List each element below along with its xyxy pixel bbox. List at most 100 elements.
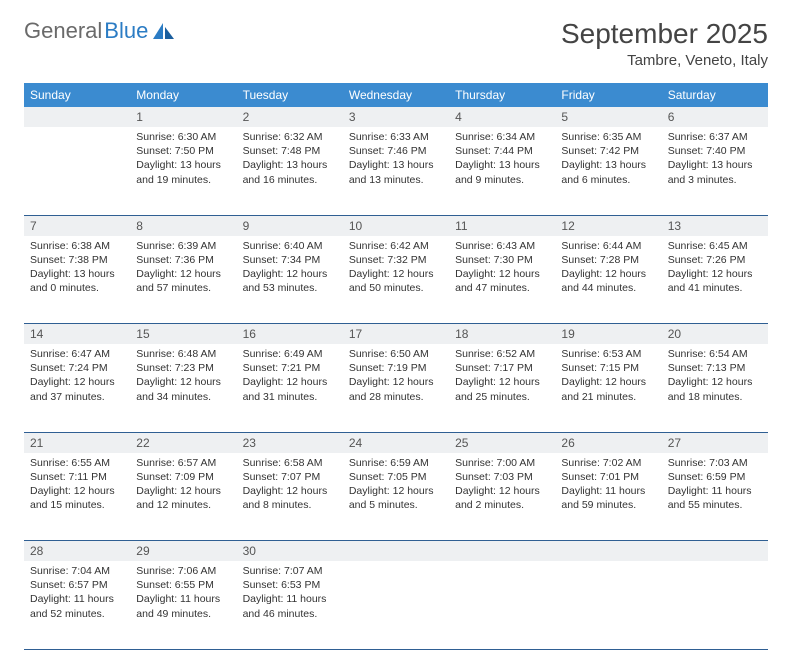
sunset-line: Sunset: 7:17 PM [455,361,549,375]
daylight-line: Daylight: 12 hours and 5 minutes. [349,484,443,512]
day-cell: Sunrise: 6:34 AMSunset: 7:44 PMDaylight:… [449,127,555,215]
day-content-row: Sunrise: 6:38 AMSunset: 7:38 PMDaylight:… [24,236,768,324]
sunset-line: Sunset: 6:59 PM [668,470,762,484]
day-number-cell: 20 [662,324,768,345]
day-number-cell: 28 [24,541,130,562]
day-cell: Sunrise: 6:49 AMSunset: 7:21 PMDaylight:… [237,344,343,432]
daylight-line: Daylight: 13 hours and 3 minutes. [668,158,762,186]
weekday-header: Tuesday [237,83,343,107]
logo-text-blue: Blue [104,18,148,44]
day-cell: Sunrise: 6:39 AMSunset: 7:36 PMDaylight:… [130,236,236,324]
daylight-line: Daylight: 12 hours and 50 minutes. [349,267,443,295]
sunrise-line: Sunrise: 6:30 AM [136,130,230,144]
day-number-cell: 4 [449,107,555,127]
day-cell: Sunrise: 6:43 AMSunset: 7:30 PMDaylight:… [449,236,555,324]
weekday-header-row: SundayMondayTuesdayWednesdayThursdayFrid… [24,83,768,107]
day-number-cell: 19 [555,324,661,345]
day-number-cell: 26 [555,432,661,453]
day-cell: Sunrise: 6:59 AMSunset: 7:05 PMDaylight:… [343,453,449,541]
day-number-cell [662,541,768,562]
day-number-cell: 8 [130,215,236,236]
day-cell: Sunrise: 7:02 AMSunset: 7:01 PMDaylight:… [555,453,661,541]
weekday-header: Thursday [449,83,555,107]
day-number-cell: 18 [449,324,555,345]
day-cell-body: Sunrise: 6:34 AMSunset: 7:44 PMDaylight:… [449,127,555,193]
sunrise-line: Sunrise: 6:37 AM [668,130,762,144]
day-cell-body: Sunrise: 6:47 AMSunset: 7:24 PMDaylight:… [24,344,130,410]
sunset-line: Sunset: 7:42 PM [561,144,655,158]
sunset-line: Sunset: 7:23 PM [136,361,230,375]
day-cell: Sunrise: 6:58 AMSunset: 7:07 PMDaylight:… [237,453,343,541]
calendar-body: 123456Sunrise: 6:30 AMSunset: 7:50 PMDay… [24,107,768,649]
sunrise-line: Sunrise: 7:02 AM [561,456,655,470]
day-cell-body: Sunrise: 6:53 AMSunset: 7:15 PMDaylight:… [555,344,661,410]
daynum-row: 123456 [24,107,768,127]
day-number-cell [449,541,555,562]
day-cell: Sunrise: 6:44 AMSunset: 7:28 PMDaylight:… [555,236,661,324]
day-cell: Sunrise: 6:54 AMSunset: 7:13 PMDaylight:… [662,344,768,432]
sunset-line: Sunset: 7:24 PM [30,361,124,375]
sunrise-line: Sunrise: 7:06 AM [136,564,230,578]
day-cell: Sunrise: 6:35 AMSunset: 7:42 PMDaylight:… [555,127,661,215]
sunrise-line: Sunrise: 6:57 AM [136,456,230,470]
day-cell: Sunrise: 6:38 AMSunset: 7:38 PMDaylight:… [24,236,130,324]
sunset-line: Sunset: 7:36 PM [136,253,230,267]
sunrise-line: Sunrise: 7:04 AM [30,564,124,578]
day-number-cell: 25 [449,432,555,453]
day-cell [662,561,768,649]
daylight-line: Daylight: 13 hours and 16 minutes. [243,158,337,186]
day-cell-body: Sunrise: 6:48 AMSunset: 7:23 PMDaylight:… [130,344,236,410]
sunset-line: Sunset: 7:01 PM [561,470,655,484]
day-number-cell: 16 [237,324,343,345]
sunset-line: Sunset: 7:19 PM [349,361,443,375]
day-cell: Sunrise: 6:55 AMSunset: 7:11 PMDaylight:… [24,453,130,541]
sunrise-line: Sunrise: 6:34 AM [455,130,549,144]
day-cell-body: Sunrise: 6:35 AMSunset: 7:42 PMDaylight:… [555,127,661,193]
sunrise-line: Sunrise: 6:59 AM [349,456,443,470]
sunrise-line: Sunrise: 6:53 AM [561,347,655,361]
sunrise-line: Sunrise: 7:07 AM [243,564,337,578]
sunset-line: Sunset: 7:44 PM [455,144,549,158]
sunset-line: Sunset: 7:34 PM [243,253,337,267]
day-cell: Sunrise: 6:45 AMSunset: 7:26 PMDaylight:… [662,236,768,324]
sunrise-line: Sunrise: 6:38 AM [30,239,124,253]
day-cell [449,561,555,649]
day-cell: Sunrise: 6:57 AMSunset: 7:09 PMDaylight:… [130,453,236,541]
sunrise-line: Sunrise: 6:42 AM [349,239,443,253]
daylight-line: Daylight: 13 hours and 9 minutes. [455,158,549,186]
day-number-cell: 11 [449,215,555,236]
day-cell-body: Sunrise: 7:00 AMSunset: 7:03 PMDaylight:… [449,453,555,519]
daylight-line: Daylight: 11 hours and 55 minutes. [668,484,762,512]
sunrise-line: Sunrise: 6:54 AM [668,347,762,361]
day-number-cell: 30 [237,541,343,562]
sunrise-line: Sunrise: 6:44 AM [561,239,655,253]
daylight-line: Daylight: 13 hours and 6 minutes. [561,158,655,186]
day-cell: Sunrise: 6:32 AMSunset: 7:48 PMDaylight:… [237,127,343,215]
sunset-line: Sunset: 7:28 PM [561,253,655,267]
day-content-row: Sunrise: 6:47 AMSunset: 7:24 PMDaylight:… [24,344,768,432]
day-number-cell: 17 [343,324,449,345]
daylight-line: Daylight: 12 hours and 31 minutes. [243,375,337,403]
sunset-line: Sunset: 7:13 PM [668,361,762,375]
logo-text-general: General [24,18,102,44]
day-cell: Sunrise: 6:33 AMSunset: 7:46 PMDaylight:… [343,127,449,215]
sunset-line: Sunset: 7:26 PM [668,253,762,267]
daylight-line: Daylight: 11 hours and 59 minutes. [561,484,655,512]
daylight-line: Daylight: 12 hours and 37 minutes. [30,375,124,403]
day-number-cell: 15 [130,324,236,345]
day-number-cell: 14 [24,324,130,345]
day-number-cell [343,541,449,562]
sunset-line: Sunset: 7:21 PM [243,361,337,375]
daynum-row: 14151617181920 [24,324,768,345]
day-cell: Sunrise: 6:40 AMSunset: 7:34 PMDaylight:… [237,236,343,324]
day-cell-body: Sunrise: 6:33 AMSunset: 7:46 PMDaylight:… [343,127,449,193]
header: GeneralBlue September 2025 Tambre, Venet… [24,18,768,69]
month-title: September 2025 [561,18,768,50]
daylight-line: Daylight: 12 hours and 57 minutes. [136,267,230,295]
day-cell-body: Sunrise: 6:59 AMSunset: 7:05 PMDaylight:… [343,453,449,519]
day-cell-body: Sunrise: 6:57 AMSunset: 7:09 PMDaylight:… [130,453,236,519]
day-cell-body: Sunrise: 6:38 AMSunset: 7:38 PMDaylight:… [24,236,130,302]
daylight-line: Daylight: 11 hours and 46 minutes. [243,592,337,620]
sunrise-line: Sunrise: 7:00 AM [455,456,549,470]
sunset-line: Sunset: 7:30 PM [455,253,549,267]
